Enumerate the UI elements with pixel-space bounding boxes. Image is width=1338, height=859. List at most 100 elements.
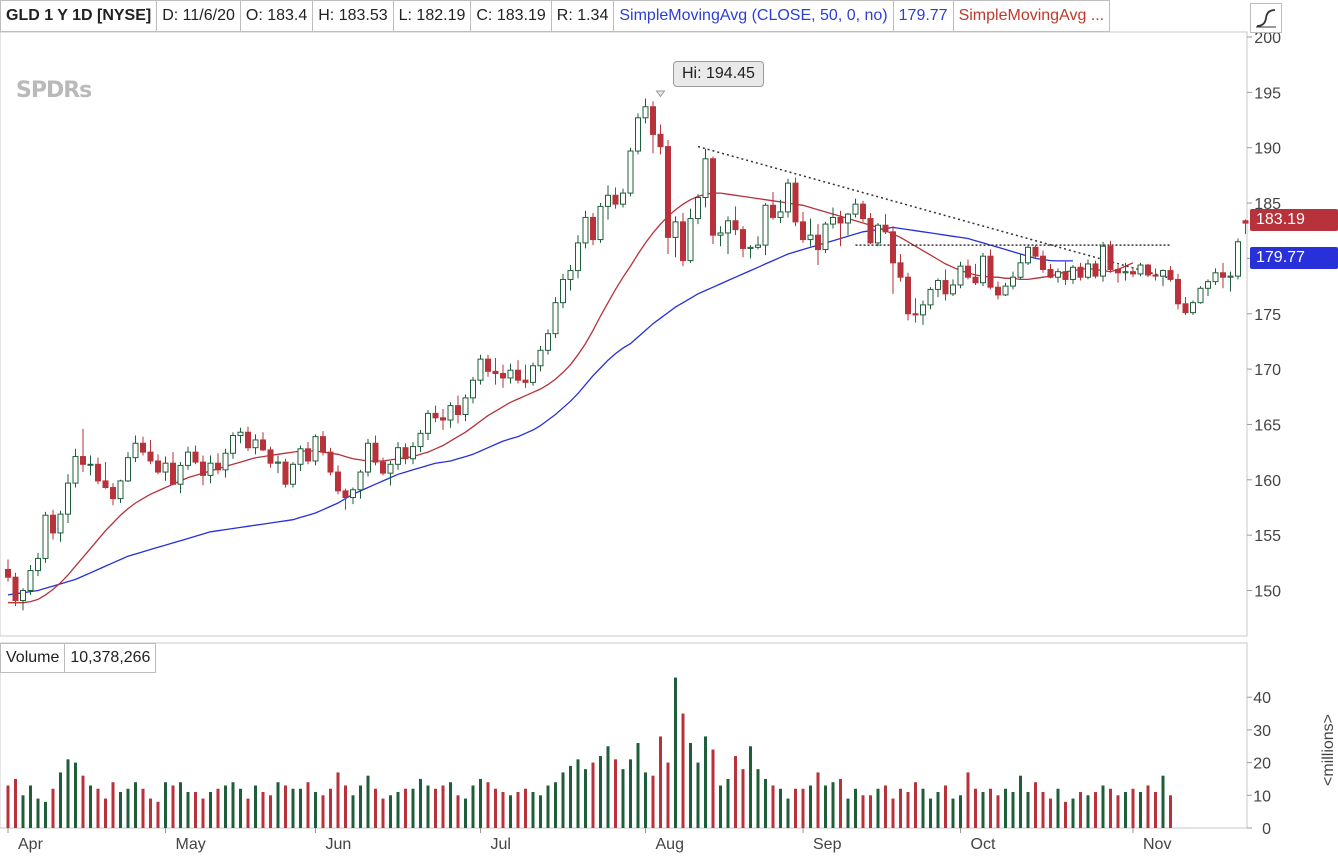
drawing-tool-button[interactable] — [1250, 3, 1282, 33]
volume-bar — [884, 785, 887, 828]
volume-bar — [44, 801, 47, 828]
candle-body — [425, 412, 431, 434]
volume-bar — [801, 788, 805, 828]
candle-body — [567, 270, 574, 280]
volume-bar — [81, 775, 85, 828]
volume-bar — [584, 769, 587, 828]
volume-bar — [126, 788, 130, 828]
candle-body — [147, 451, 154, 462]
candle-body — [965, 265, 971, 278]
candle-body — [1062, 271, 1069, 280]
candle-body — [1085, 263, 1091, 278]
candle-body — [1122, 271, 1129, 274]
volume-bar — [51, 788, 55, 828]
price-axis-label: 175 — [1254, 307, 1281, 324]
volume-label[interactable]: Volume — [0, 643, 66, 673]
candle-body — [530, 365, 536, 383]
candle-body — [800, 221, 806, 241]
candle-body — [1130, 271, 1136, 275]
volume-bar — [194, 792, 197, 828]
close-readout: C: 183.19 — [471, 0, 552, 32]
candle-body — [687, 218, 694, 262]
candle-body — [537, 349, 544, 367]
volume-bar — [509, 795, 512, 828]
volume-bar — [966, 772, 970, 828]
candle-body — [477, 358, 484, 381]
volume-bar — [576, 759, 580, 828]
candle-body — [297, 448, 304, 465]
volume-bar — [6, 785, 10, 828]
candle-body — [170, 462, 176, 485]
price-axis-label: 150 — [1254, 584, 1281, 601]
price-axis-label: 185 — [1254, 196, 1281, 213]
volume-bar — [1161, 775, 1165, 828]
volume-bar — [546, 785, 550, 828]
volume-bar — [66, 759, 70, 828]
volume-bar — [1004, 788, 1007, 828]
volume-bar — [674, 677, 677, 828]
volume-axis-label: 10 — [1253, 788, 1271, 805]
volume-bar — [636, 742, 640, 828]
downtrend-line — [697, 145, 1171, 280]
volume-bar — [36, 798, 40, 828]
volume-bar — [771, 785, 775, 828]
trendline-icon — [1256, 9, 1276, 28]
candle-body — [410, 446, 416, 460]
volume-bar — [411, 788, 415, 828]
volume-bar — [1154, 792, 1157, 828]
candle-body — [837, 216, 844, 224]
candle-body — [912, 313, 919, 316]
candle-body — [725, 220, 731, 234]
volume-bar — [1064, 801, 1067, 828]
candle-body — [1055, 271, 1061, 278]
candle-body — [1205, 281, 1211, 289]
candle-body — [402, 447, 409, 460]
sma20-study-label[interactable]: SimpleMovingAvg ... — [953, 0, 1111, 32]
volume-bar — [779, 788, 782, 828]
volume-bar — [876, 788, 880, 828]
open-readout: O: 183.4 — [240, 0, 314, 32]
volume-bar — [1116, 795, 1120, 828]
month-axis-label: Oct — [971, 836, 996, 853]
volume-bar — [944, 785, 947, 828]
volume-bar — [479, 778, 482, 828]
volume-bar — [951, 798, 955, 828]
volume-bar — [794, 788, 797, 828]
candle-body — [1160, 270, 1166, 277]
candle-body — [860, 203, 866, 220]
candle-body — [185, 451, 191, 466]
volume-bar — [539, 795, 542, 828]
volume-bar — [929, 798, 932, 828]
symbol-title[interactable]: GLD 1 Y 1D [NYSE] — [0, 0, 158, 32]
candle-body — [57, 513, 64, 534]
volume-bar — [1041, 792, 1045, 828]
volume-bar — [179, 782, 182, 828]
candle-body — [1070, 266, 1076, 280]
volume-bar — [254, 785, 257, 828]
candle-body — [822, 223, 829, 251]
volume-bar — [734, 756, 737, 828]
sma50-study-label[interactable]: SimpleMovingAvg (CLOSE, 50, 0, no) — [614, 0, 894, 32]
candle-body — [230, 435, 236, 454]
candle-body — [605, 194, 611, 207]
candle-body — [140, 442, 146, 453]
candle-body — [1002, 285, 1009, 296]
candle-body — [657, 133, 664, 148]
candle-body — [1242, 220, 1249, 224]
candle-body — [1212, 272, 1219, 283]
volume-axis-label: 30 — [1253, 723, 1271, 740]
volume-axis-label: 40 — [1253, 690, 1271, 707]
candle-body — [830, 216, 836, 225]
volume-bar — [284, 785, 287, 828]
spdrs-logo: SPDRs — [16, 78, 92, 103]
volume-bar — [464, 798, 467, 828]
volume-bar — [569, 765, 572, 828]
volume-bar — [599, 756, 602, 828]
candle-body — [680, 221, 686, 262]
candle-body — [710, 158, 716, 236]
candle-body — [515, 369, 521, 381]
volume-bar — [1109, 788, 1112, 828]
price-axis-label: 155 — [1254, 528, 1281, 545]
volume-bar — [606, 746, 610, 828]
